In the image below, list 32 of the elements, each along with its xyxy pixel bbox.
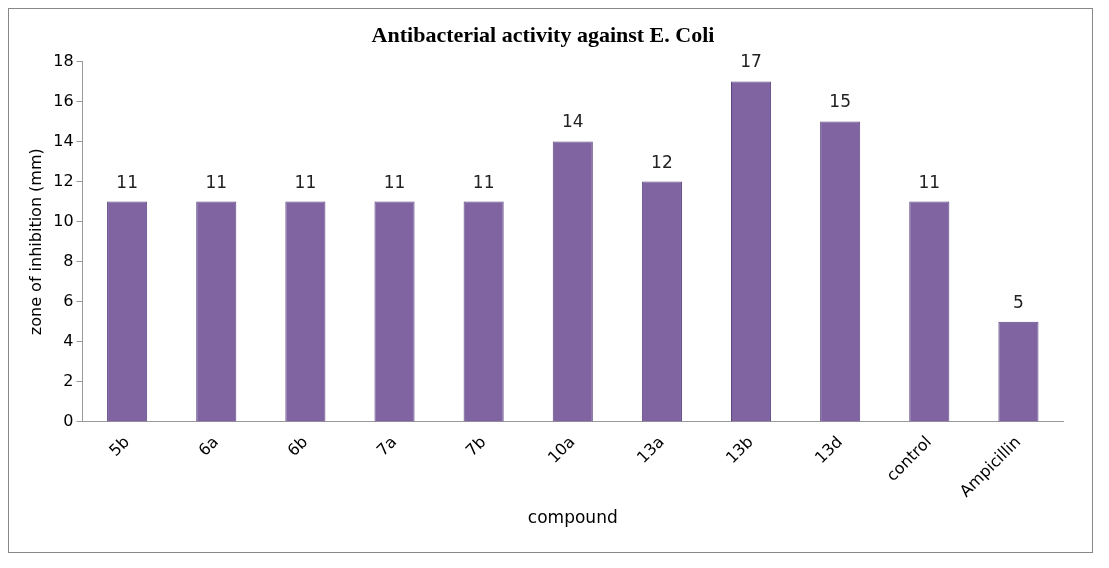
x-tick-label: 6a <box>194 432 223 460</box>
x-tick-label: 6b <box>283 432 312 460</box>
data-label: 11 <box>116 171 138 192</box>
x-tick-label: 10a <box>543 432 579 467</box>
y-tick-label: 14 <box>53 130 74 150</box>
y-tick-label: 10 <box>53 210 74 230</box>
y-axis-title: zone of inhibition (mm) <box>25 148 45 336</box>
data-label: 11 <box>205 171 228 192</box>
data-label: 15 <box>829 91 851 112</box>
chart-title: Antibacterial activity against E. Coli <box>371 21 715 47</box>
y-tick-label: 2 <box>63 371 74 391</box>
y-tick-label: 12 <box>53 170 74 190</box>
data-label: 12 <box>651 151 673 172</box>
data-label: 11 <box>294 171 317 192</box>
data-label: 11 <box>383 171 406 192</box>
x-axis-title: compound <box>527 507 618 528</box>
data-label: 14 <box>561 111 584 132</box>
data-label: 11 <box>472 171 495 192</box>
data-label: 17 <box>740 51 762 72</box>
data-label: 11 <box>918 171 941 192</box>
y-tick-label: 4 <box>63 331 74 350</box>
x-tick-label: 7b <box>461 432 490 460</box>
y-tick-label: 18 <box>53 50 74 70</box>
y-tick-label: 0 <box>63 411 74 431</box>
x-tick-label: 13a <box>632 432 668 467</box>
x-tick-label: 5b <box>105 432 133 460</box>
data-label: 5 <box>1013 291 1024 312</box>
y-tick-label: 6 <box>63 290 74 310</box>
y-tick-label: 16 <box>53 90 74 110</box>
y-tick-label: 8 <box>63 250 74 270</box>
x-tick-label: 7a <box>372 432 401 460</box>
x-tick-label: 13b <box>721 432 757 468</box>
